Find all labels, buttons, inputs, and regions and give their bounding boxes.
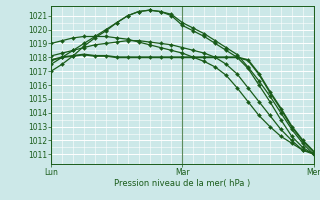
X-axis label: Pression niveau de la mer( hPa ): Pression niveau de la mer( hPa ) [114, 179, 251, 188]
